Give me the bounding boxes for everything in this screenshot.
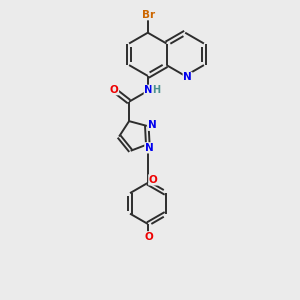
Text: N: N [148,120,157,130]
Text: O: O [110,85,118,95]
Text: N: N [183,72,192,82]
Text: H: H [152,85,160,95]
Text: Br: Br [142,10,155,20]
Text: N: N [144,85,153,95]
Text: N: N [145,143,154,153]
Text: O: O [149,175,158,185]
Text: O: O [145,232,154,242]
